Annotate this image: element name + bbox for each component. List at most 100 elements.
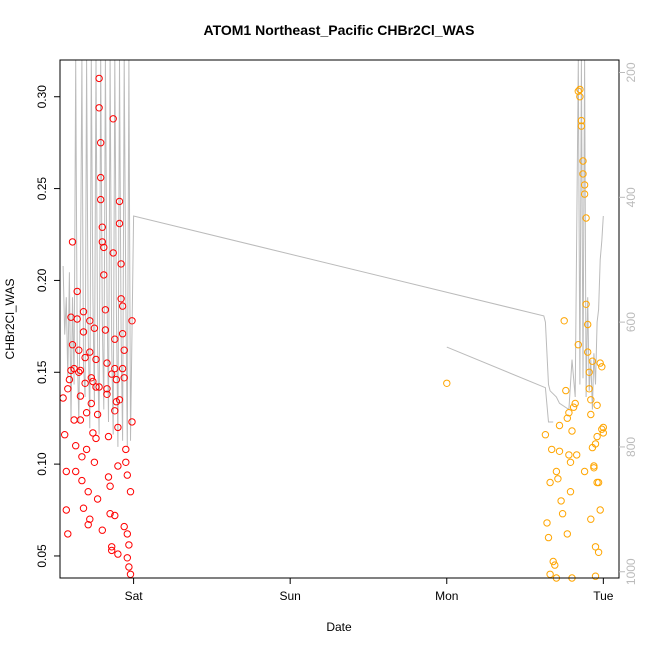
x-axis-label: Date [326,620,352,634]
data-point [554,475,562,483]
y2-tick-label: 1000 [624,558,638,585]
data-point [75,346,83,354]
data-point [122,445,130,454]
data-point [98,223,107,231]
data-point [591,440,600,448]
data-point [587,396,595,404]
data-point [78,453,86,461]
data-point [569,403,578,411]
data-point [576,93,584,101]
data-point [109,249,117,257]
data-point [125,563,133,571]
data-point [103,385,111,393]
data-point [79,328,88,336]
data-point [108,543,116,551]
data-point [593,478,601,487]
data-point [598,363,606,371]
data-point [560,317,568,325]
data-point [598,425,606,433]
data-point [103,390,111,398]
data-point [549,557,557,566]
data-point [114,462,122,470]
data-point [76,392,85,400]
data-point [90,324,99,332]
data-point [104,473,113,481]
data-point [577,116,586,125]
data-point [557,497,565,505]
data-point [95,383,103,391]
data-point [576,85,584,94]
data-point [123,530,132,538]
data-point [84,521,92,529]
secondary-line-1 [446,346,554,423]
data-point [68,238,77,246]
data-point [582,300,590,308]
data-point [594,548,603,556]
data-point [62,467,71,476]
data-point [126,488,135,496]
data-point [72,467,80,476]
data-point [123,471,132,479]
data-point [111,511,119,520]
data-point [95,74,103,83]
data-point [93,495,102,503]
data-point [566,458,575,466]
data-point [599,423,607,432]
data-point [93,410,102,419]
x-axis: Sat Sun Mon Tue [125,577,614,603]
data-point [582,214,590,222]
data-point [112,375,121,384]
data-point [571,399,579,408]
data-point [86,317,94,325]
y-tick-label: 0.30 [35,85,49,109]
data-point [128,418,136,426]
y-tick-label: 0.20 [35,268,49,292]
data-point [81,353,89,362]
data-point [64,530,72,538]
data-point [585,368,593,376]
data-point [108,370,116,378]
data-point [79,308,88,316]
data-point [87,399,96,408]
chart-title: ATOM1 Northeast_Pacific CHBr2Cl_WAS [204,22,475,38]
data-point [548,445,556,454]
data-point [563,414,571,422]
data-point [123,554,132,562]
data-point [580,181,589,189]
data-point [596,506,604,514]
x-tick-label: Tue [593,589,614,603]
data-point [73,315,81,323]
data-point [579,157,587,165]
y2-tick-label: 800 [624,437,638,457]
data-point [543,519,551,527]
data-point [593,432,601,441]
data-point [72,442,80,450]
data-point [590,462,598,470]
data-point [101,326,110,334]
data-point [122,458,130,466]
data-point [574,341,582,349]
data-point [97,139,105,147]
x-tick-label: Sat [125,589,144,603]
data-point [97,173,105,182]
points-layer [59,74,607,582]
data-point [114,423,122,432]
data-point [580,190,589,198]
data-point [565,409,573,417]
data-point [92,383,100,391]
data-point [75,368,83,376]
data-point [111,335,119,343]
data-point [443,379,451,387]
data-point [86,348,94,356]
y-axis: 0.05 0.10 0.15 0.20 0.25 0.30 [35,85,60,568]
data-point [84,488,92,496]
data-point [565,451,573,459]
x-tick-label: Sun [279,589,300,603]
data-point [577,122,586,130]
data-point [568,427,576,435]
data-point [101,306,110,314]
data-point [92,434,100,443]
data-point [115,396,124,404]
data-point [544,533,553,542]
